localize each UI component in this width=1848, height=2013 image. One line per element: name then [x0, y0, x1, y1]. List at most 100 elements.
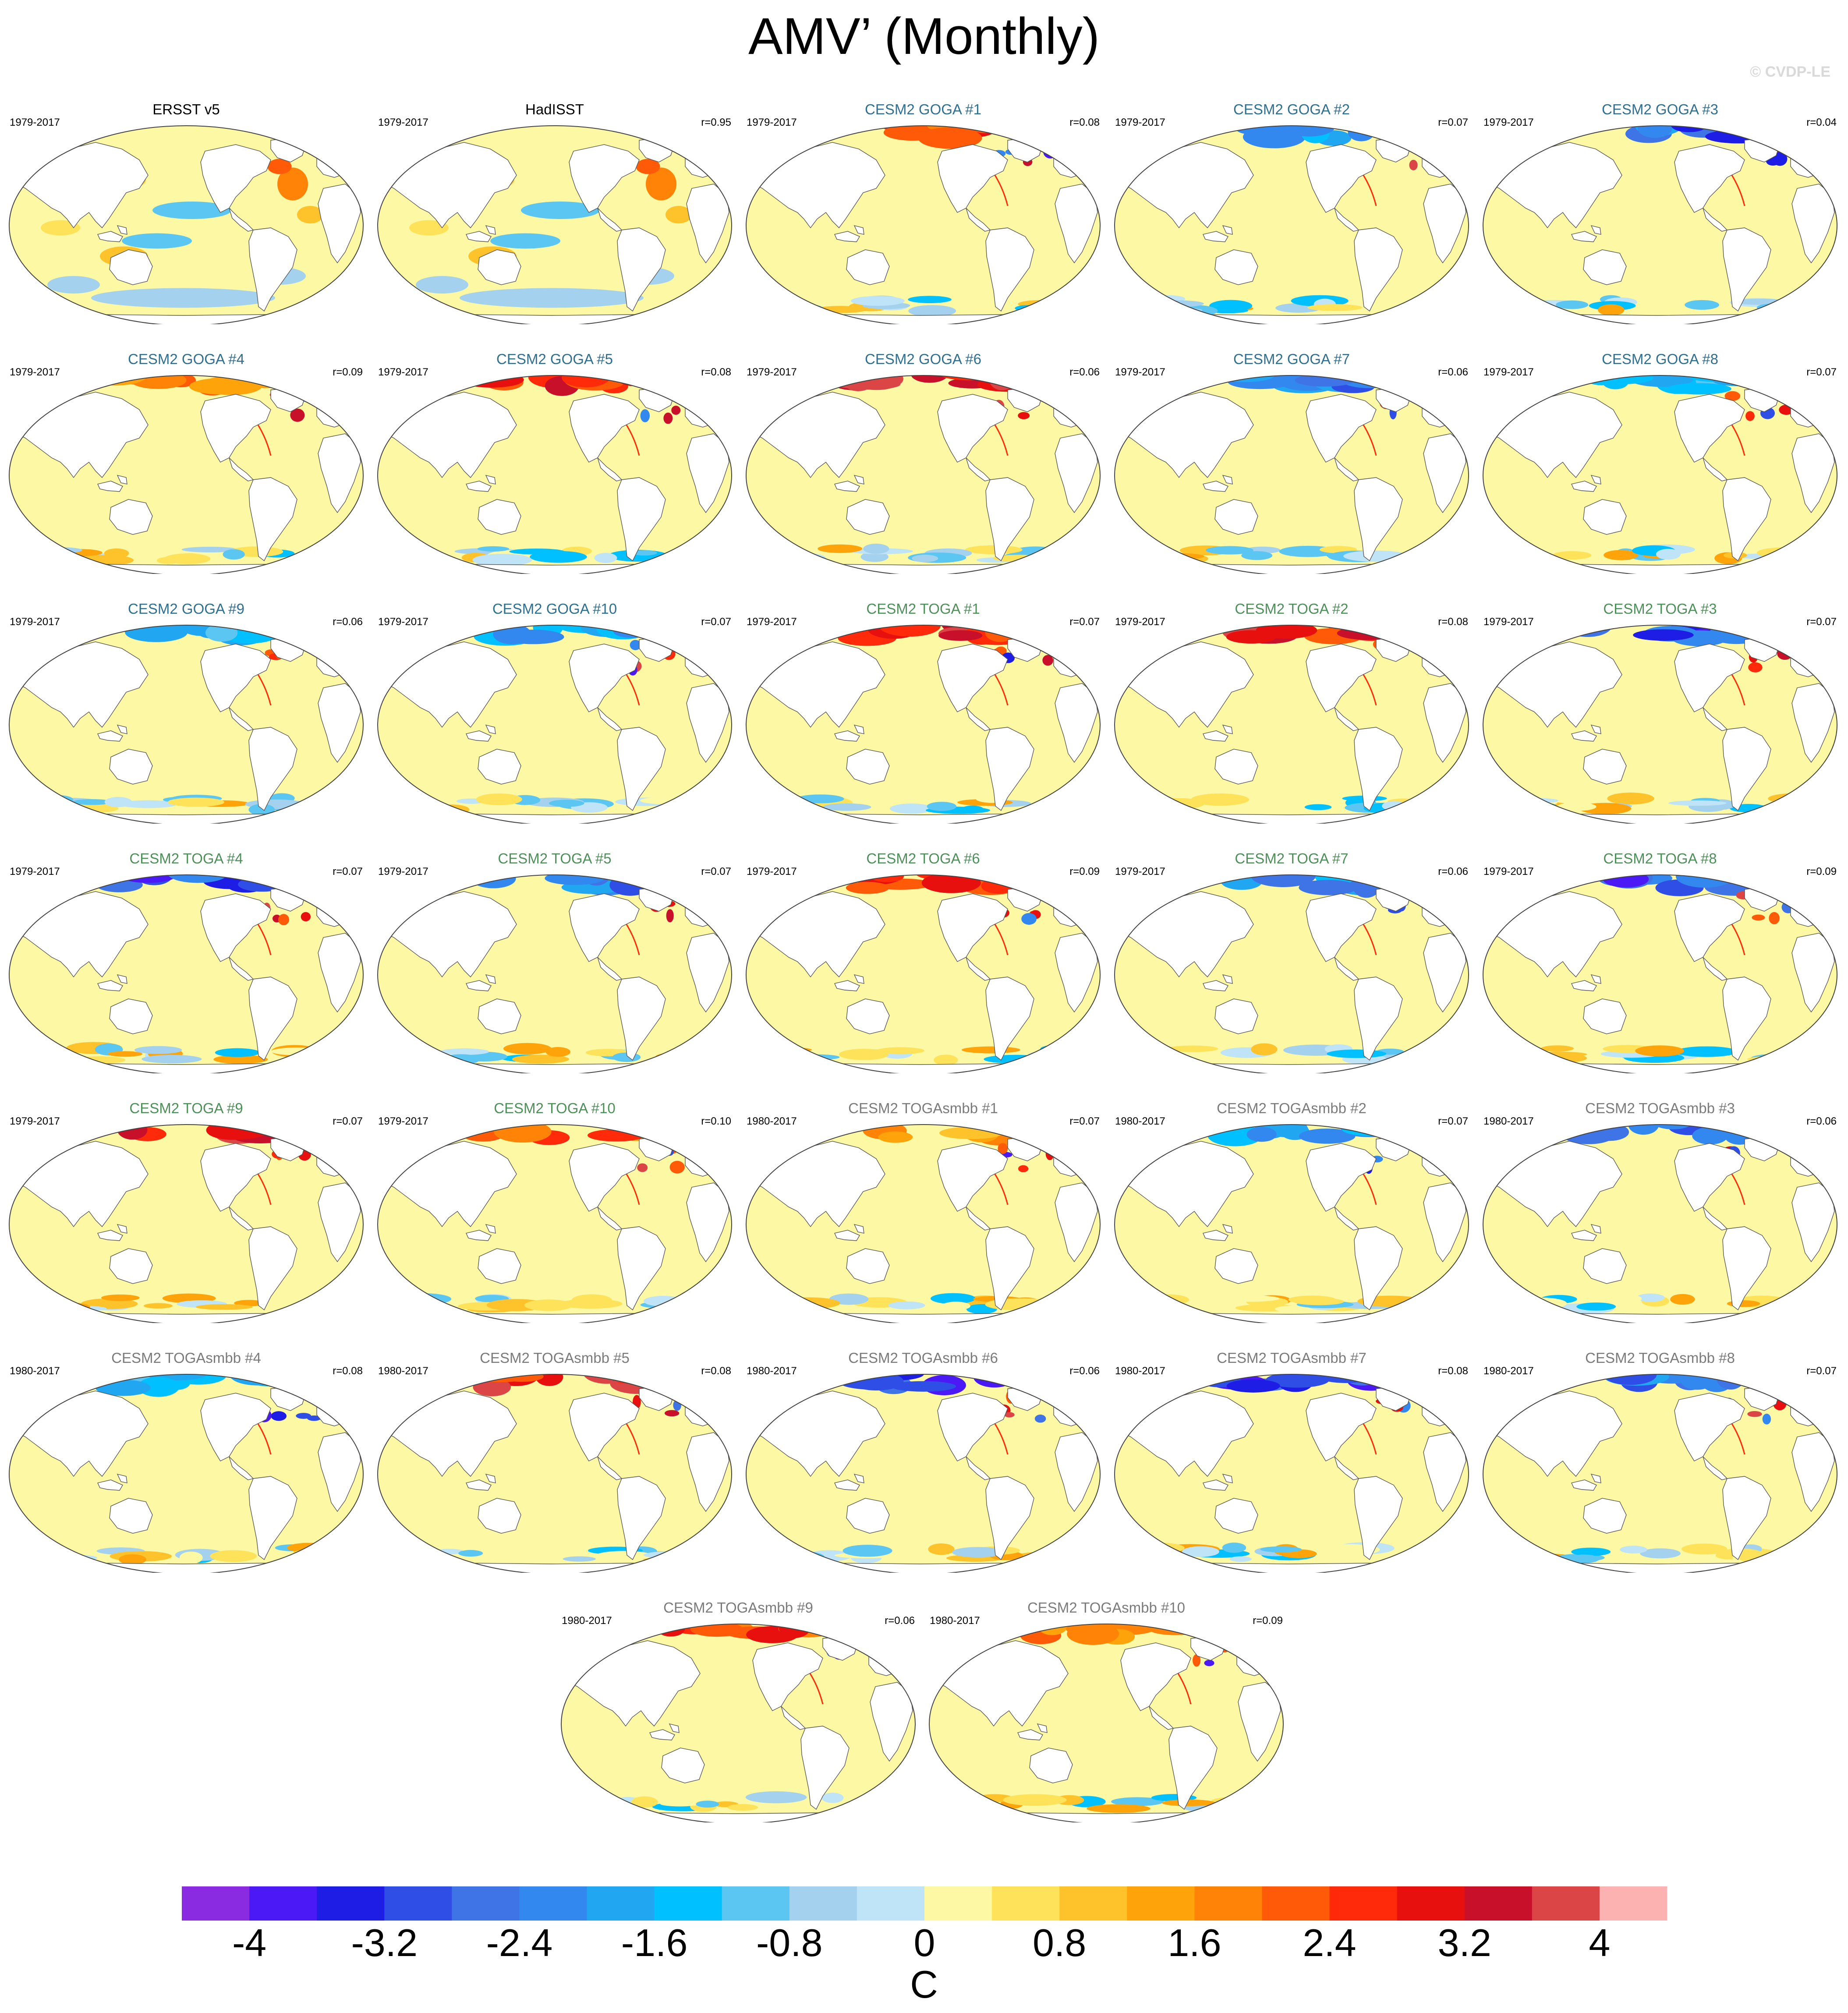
panel-years: 1979-2017 — [1115, 117, 1165, 128]
anomaly-patch — [49, 1302, 90, 1312]
panel-correlation: r=0.10 — [701, 1115, 731, 1127]
anomaly-patch — [1785, 1297, 1811, 1303]
panel-years: 1979-2017 — [1115, 366, 1165, 378]
anomaly-patch — [1040, 1054, 1067, 1060]
land-outline — [800, 1726, 850, 1810]
anomaly-patch — [839, 1049, 889, 1060]
ocean-background — [1115, 1125, 1469, 1323]
panel-correlation: r=0.06 — [1806, 1115, 1837, 1127]
land-outline — [937, 1393, 1008, 1461]
anomaly-patch — [1607, 792, 1654, 805]
land-outline — [853, 225, 864, 235]
land-outline — [466, 1230, 492, 1241]
panel-correlation: r=0.07 — [1806, 616, 1837, 628]
anomaly-patch — [984, 1054, 1047, 1064]
colorbar-swatch — [519, 1886, 588, 1921]
colorbar-swatch — [182, 1886, 250, 1921]
anomaly-patch — [1724, 391, 1741, 401]
anomaly-patch — [1557, 802, 1597, 811]
land-outline — [117, 225, 127, 235]
land-outline — [1508, 1563, 1815, 1573]
anomaly-patch — [36, 547, 82, 553]
anomaly-patch — [1021, 913, 1037, 925]
anomaly-patch — [44, 556, 81, 564]
anomaly-patch — [644, 1295, 683, 1307]
anomaly-patch — [1037, 1624, 1068, 1635]
anomaly-patch — [821, 1793, 844, 1803]
land-outline — [1722, 976, 1771, 1061]
anomaly-patch — [1668, 800, 1727, 806]
anomaly-patch — [1218, 1295, 1280, 1302]
land-outline — [1203, 1479, 1228, 1491]
anomaly-patch — [524, 1299, 573, 1311]
anomaly-patch — [845, 1125, 877, 1130]
panel-title: CESM2 TOGAsmbb #10 — [1027, 1599, 1186, 1616]
land-outline — [1583, 499, 1627, 535]
anomaly-patch — [776, 1551, 825, 1564]
anomaly-patch — [753, 1049, 814, 1060]
anomaly-patch — [640, 409, 650, 422]
land-outline — [1583, 749, 1627, 785]
anomaly-patch — [1409, 797, 1448, 803]
land-outline — [200, 644, 271, 712]
land-outline — [617, 227, 666, 312]
anomaly-patch — [1675, 1046, 1738, 1057]
map-plot — [1483, 1124, 1837, 1323]
panel-title: CESM2 TOGAsmbb #9 — [663, 1599, 813, 1616]
ocean-background — [1115, 625, 1469, 824]
anomaly-patch — [1222, 1542, 1246, 1553]
anomaly-patch — [271, 1047, 324, 1055]
land-outline — [752, 1642, 823, 1711]
anomaly-patch — [535, 1374, 563, 1386]
anomaly-patch — [287, 1542, 332, 1553]
map-border — [377, 375, 732, 574]
land-outline — [385, 641, 517, 728]
land-outline — [385, 1141, 517, 1228]
map-panel: CESM2 TOGA #5 1979-2017 r=0.07 — [373, 850, 736, 1078]
map-panel: CESM2 TOGA #7 1979-2017 r=0.06 — [1110, 850, 1473, 1078]
map-plot — [9, 625, 364, 824]
land-outline — [1203, 730, 1228, 742]
anomaly-patch — [1193, 1654, 1201, 1667]
map-plot — [1114, 874, 1469, 1073]
map-plot — [1114, 125, 1469, 324]
land-outline — [485, 974, 496, 984]
ocean-background — [9, 1374, 363, 1573]
land-outline — [402, 564, 710, 574]
anomaly-patch — [942, 1302, 970, 1310]
land-outline — [846, 499, 890, 535]
anomaly-patch — [271, 1411, 287, 1421]
panel-title: CESM2 TOGA #3 — [1603, 601, 1717, 617]
map-plot — [9, 1374, 364, 1573]
anomaly-patch — [1568, 1554, 1600, 1563]
land-outline — [617, 976, 666, 1061]
anomaly-patch — [1343, 550, 1409, 562]
colorbar-swatch — [992, 1886, 1060, 1921]
anomaly-patch — [1206, 546, 1253, 555]
land-outline — [1139, 314, 1447, 324]
land-outline — [34, 314, 341, 324]
land-outline — [1037, 1723, 1048, 1733]
anomaly-patch — [1048, 297, 1079, 302]
anomaly-patch — [238, 375, 298, 380]
anomaly-patch — [1111, 1797, 1164, 1806]
land-outline — [117, 974, 127, 984]
ocean-background — [1115, 875, 1469, 1073]
anomaly-patch — [1167, 1045, 1218, 1052]
land-outline — [1571, 730, 1597, 742]
land-outline — [1703, 208, 1728, 232]
land-outline — [97, 1230, 123, 1241]
anomaly-patch — [1260, 1546, 1302, 1553]
land-outline — [478, 499, 521, 535]
anomaly-patch — [610, 1374, 666, 1394]
colorbar-swatch — [722, 1886, 790, 1921]
land-outline — [248, 1226, 297, 1311]
land-outline — [1508, 1313, 1815, 1323]
anomaly-patch — [1769, 912, 1780, 924]
anomaly-patch — [1748, 662, 1763, 672]
panel-title: CESM2 TOGA #1 — [866, 601, 980, 617]
land-outline — [1222, 1473, 1233, 1483]
panel-title: CESM2 GOGA #5 — [496, 351, 613, 367]
colorbar-swatch — [384, 1886, 452, 1921]
anomaly-patch — [972, 875, 1006, 879]
